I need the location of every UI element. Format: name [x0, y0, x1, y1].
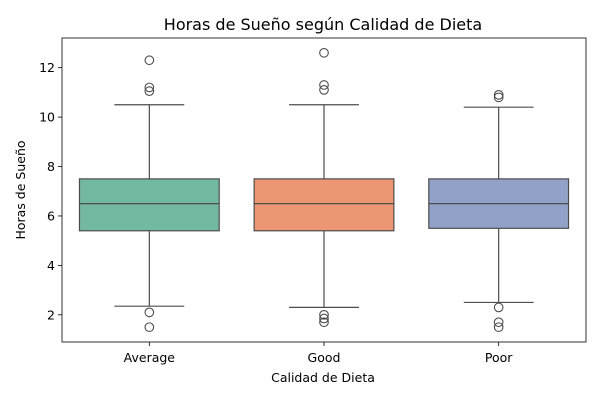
- box-good: [253, 47, 395, 328]
- iqr-box: [78, 178, 220, 232]
- x-tick-label: Average: [124, 350, 176, 365]
- outlier-point: [319, 80, 329, 90]
- outlier-point: [319, 317, 329, 328]
- outlier-point: [144, 55, 155, 66]
- outlier-point: [493, 302, 504, 313]
- outlier-point: [144, 82, 155, 93]
- y-axis-label: Horas de Sueño: [13, 140, 28, 239]
- x-tick-label: Poor: [485, 350, 513, 365]
- outlier-point: [319, 309, 329, 320]
- x-axis-label: Calidad de Dieta: [271, 370, 375, 385]
- outlier-point: [319, 85, 329, 95]
- outlier-point: [144, 307, 155, 318]
- chart-title: Horas de Sueño según Calidad de Dieta: [164, 15, 482, 34]
- x-tick-label: Good: [308, 350, 341, 365]
- outlier-point: [319, 47, 329, 58]
- iqr-box: [253, 178, 395, 232]
- outlier-point: [493, 317, 504, 328]
- y-tick-label: 2: [47, 307, 55, 322]
- box-average: [78, 55, 220, 333]
- outlier-point: [493, 92, 504, 103]
- outlier-point: [493, 322, 504, 333]
- y-tick-label: 8: [47, 159, 55, 174]
- y-tick-label: 6: [47, 208, 55, 223]
- y-tick-label: 12: [39, 60, 55, 75]
- y-tick-label: 10: [39, 110, 55, 125]
- outlier-point: [319, 313, 329, 324]
- x-axis: Average Good Poor: [124, 342, 513, 365]
- outlier-point: [493, 89, 504, 100]
- outlier-point: [144, 86, 155, 96]
- y-axis: 2 4 6 8 10 12: [39, 60, 62, 322]
- box-poor: [428, 89, 570, 333]
- y-tick-label: 4: [47, 258, 55, 273]
- plot-area: [78, 47, 570, 333]
- outlier-point: [144, 322, 155, 333]
